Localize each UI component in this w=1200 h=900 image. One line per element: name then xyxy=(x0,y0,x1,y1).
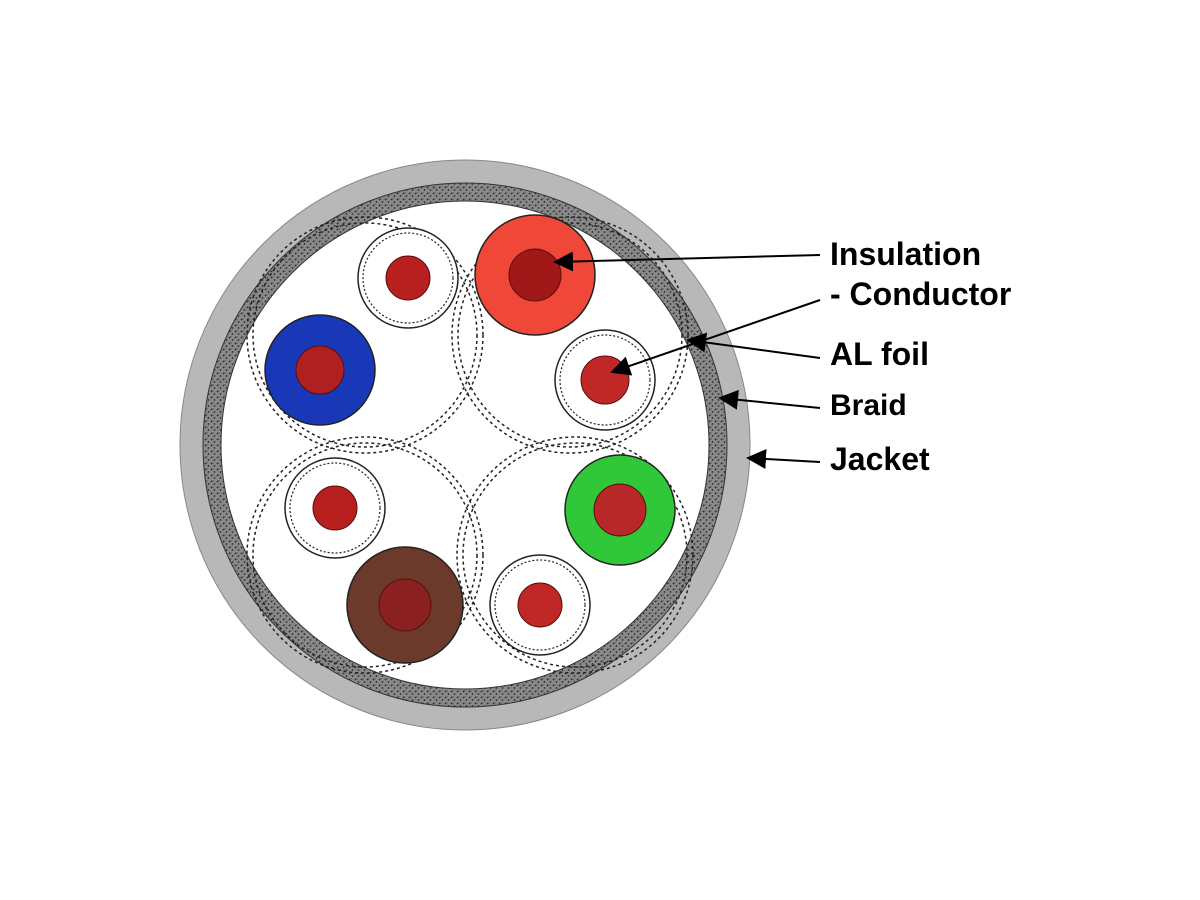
conductor xyxy=(313,486,357,530)
conductor xyxy=(518,583,562,627)
diagram-label: Braid xyxy=(830,389,907,422)
cable-diagram: Insulation - Conductor AL foil Braid Jacket xyxy=(0,0,1200,900)
diagram-label: - Conductor xyxy=(830,276,1011,312)
leader-line xyxy=(748,458,820,462)
conductor xyxy=(296,346,344,394)
diagram-label: Jacket xyxy=(830,441,930,477)
conductor xyxy=(581,356,629,404)
diagram-label: Insulation xyxy=(830,236,981,272)
conductor xyxy=(509,249,561,301)
conductor xyxy=(379,579,431,631)
conductor xyxy=(386,256,430,300)
diagram-label: AL foil xyxy=(830,336,929,372)
conductor xyxy=(594,484,646,536)
cable-core xyxy=(221,201,709,689)
diagram-svg: Insulation - Conductor AL foil Braid Jacket xyxy=(0,0,1200,900)
